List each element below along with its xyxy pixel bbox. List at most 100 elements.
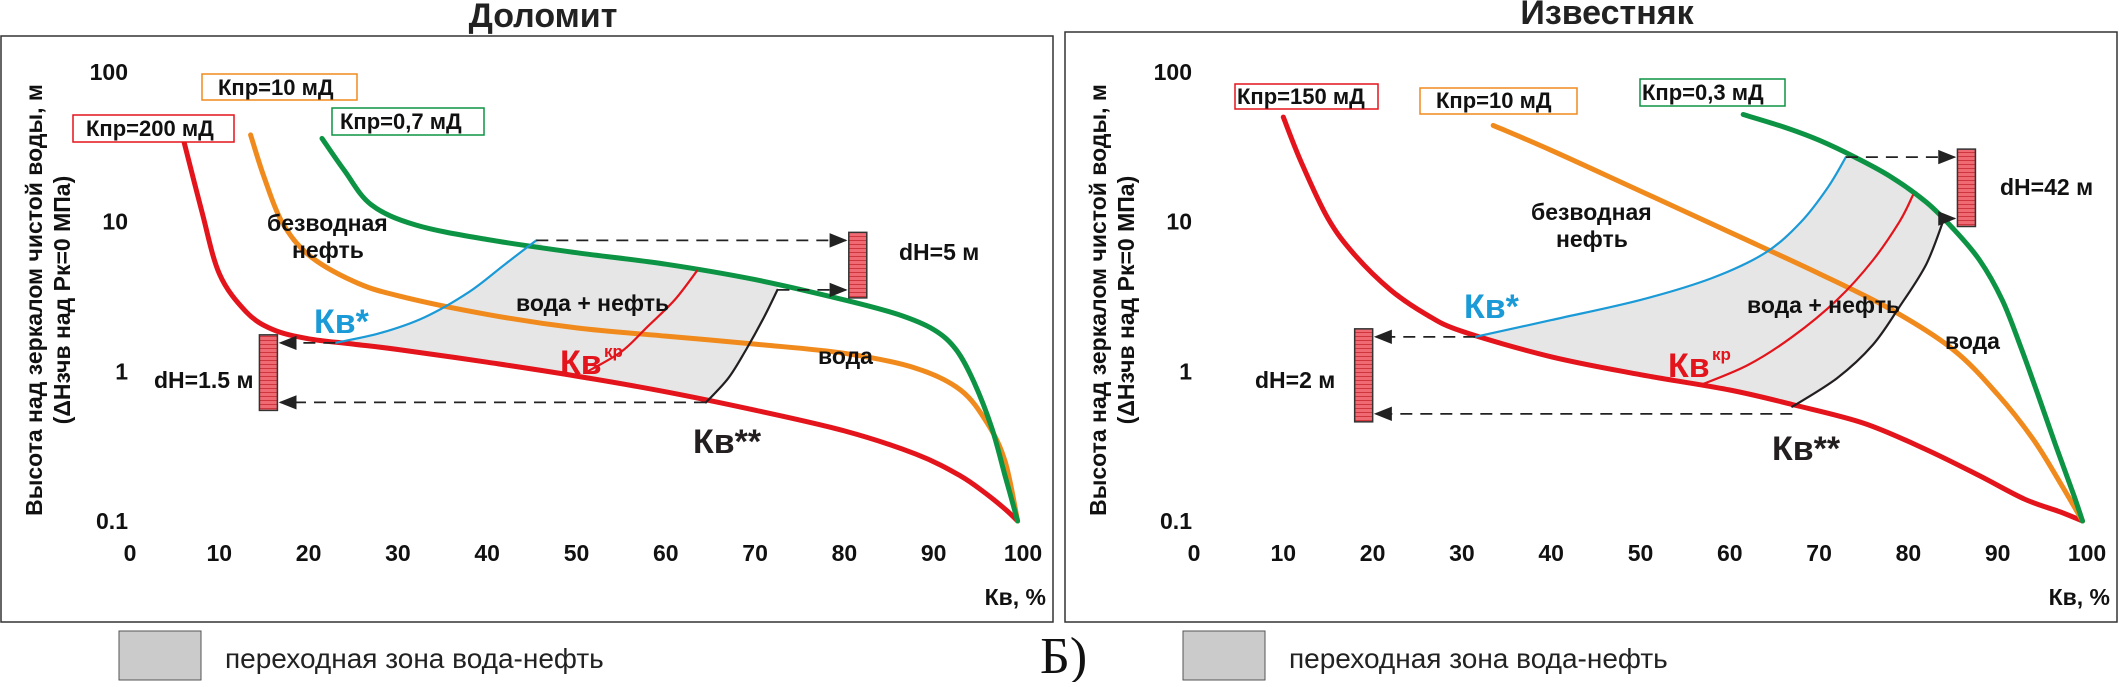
- curve-kv-double-star: [1791, 217, 1946, 408]
- legend-box-label: Кпр=200 мД: [86, 116, 214, 141]
- y-tick-label: 100: [1154, 59, 1192, 85]
- legend-box-kpr-150: Кпр=150 мД: [1234, 83, 1379, 110]
- marker-kv-double-star: Кв**: [1772, 430, 1841, 468]
- curve-kpr-high: [181, 137, 1021, 524]
- x-tick-labels: 0 10 20 30 40 50 60 70 80 90 100: [124, 540, 1043, 566]
- x-tick-label: 10: [1271, 540, 1297, 566]
- x-tick-label: 90: [1985, 540, 2011, 566]
- curve-kpr-high: [1280, 114, 2085, 524]
- dh-label: dH=5 м: [899, 239, 979, 265]
- y-tick-label: 10: [102, 209, 128, 235]
- x-tick-label: 0: [124, 540, 137, 566]
- y-tick-label: 1: [1179, 358, 1192, 384]
- legend-box-label: Кпр=0,7 мД: [340, 109, 462, 134]
- marker-kv-double-star: Кв**: [693, 423, 762, 461]
- dh-markers: [1353, 148, 1977, 423]
- x-tick-label: 100: [1004, 540, 1042, 566]
- y-tick-label: 0.1: [1160, 508, 1192, 534]
- dh-bar: [848, 231, 868, 299]
- legend-transition-zone-right: переходная зона вода-нефть: [1182, 630, 1668, 681]
- section-label: Б): [1040, 628, 1087, 682]
- chart-title: Известняк: [1520, 0, 1694, 32]
- dh-label: dH=2 м: [1255, 367, 1335, 393]
- legend-box-label: Кпр=150 мД: [1237, 84, 1365, 109]
- transition-zone: [1475, 154, 1945, 407]
- region-label: вода: [1945, 328, 2000, 354]
- region-label: вода: [818, 343, 873, 369]
- y-axis-label: Высота над зеркалом чистой воды, м (ΔHзч…: [21, 84, 75, 516]
- x-tick-label: 70: [1806, 540, 1832, 566]
- x-tick-label: 30: [1449, 540, 1475, 566]
- zone-label: вода + нефть: [516, 290, 669, 316]
- x-tick-label: 30: [385, 540, 411, 566]
- region-label: безводная: [267, 210, 388, 236]
- region-label: нефть: [292, 237, 364, 263]
- x-tick-label: 20: [1360, 540, 1386, 566]
- legend-transition-zone-left: переходная зона вода-нефть: [118, 630, 604, 681]
- curve-kv-star: [1474, 156, 1847, 338]
- marker-kv-kr-sup: кр: [604, 342, 623, 361]
- y-axis-label-line1: Высота над зеркалом чистой воды, м: [1085, 84, 1111, 516]
- y-tick-label: 10: [1166, 209, 1192, 235]
- series-lines: [181, 132, 1021, 524]
- x-tick-label: 0: [1188, 540, 1201, 566]
- x-tick-label: 50: [1628, 540, 1654, 566]
- series-lines: [1280, 112, 2085, 524]
- marker-kv-kr-sup: кр: [1712, 345, 1731, 364]
- y-axis-label-line1: Высота над зеркалом чистой воды, м: [21, 84, 47, 516]
- legend-label: переходная зона вода-нефть: [225, 643, 604, 674]
- legend-box-kpr-10: Кпр=10 мД: [201, 73, 358, 101]
- legend-swatch: [1182, 630, 1266, 681]
- x-tick-labels: 0 10 20 30 40 50 60 70 80 90 100: [1188, 540, 2107, 566]
- curve-kv-star: [334, 239, 538, 344]
- y-tick-label: 100: [90, 59, 128, 85]
- legend-box-kpr-07: Кпр=0,7 мД: [331, 107, 485, 136]
- y-axis-label: Высота над зеркалом чистой воды, м (ΔHзч…: [1085, 84, 1139, 516]
- x-tick-label: 80: [832, 540, 858, 566]
- region-label: безводная: [1531, 199, 1652, 225]
- chart-limestone: Известняк Высота над зеркалом чистой вод…: [1064, 0, 2118, 623]
- chart-title: Доломит: [469, 0, 618, 35]
- curve-kpr-low: [1740, 112, 2085, 524]
- x-tick-label: 80: [1896, 540, 1922, 566]
- x-tick-label: 60: [653, 540, 679, 566]
- y-tick-labels: 100 10 1 0.1: [1154, 59, 1193, 534]
- dh-bar: [1956, 148, 1977, 228]
- legend-box-kpr-200: Кпр=200 мД: [72, 114, 235, 143]
- marker-kv-kr-base: Кв: [1668, 347, 1710, 385]
- x-tick-label: 90: [921, 540, 947, 566]
- curve-kv-double-star: [704, 288, 779, 404]
- x-tick-label: 20: [296, 540, 322, 566]
- curve-kv-kr: [584, 269, 699, 374]
- x-tick-label: 100: [2068, 540, 2106, 566]
- marker-kv-kr-base: Кв: [560, 344, 602, 382]
- legend-box-label: Кпр=10 мД: [1436, 88, 1552, 113]
- x-tick-label: 60: [1717, 540, 1743, 566]
- legend-box-kpr-10: Кпр=10 мД: [1419, 87, 1578, 115]
- zone-label: вода + нефть: [1747, 292, 1900, 318]
- x-tick-label: 40: [474, 540, 500, 566]
- dh-bar: [258, 334, 279, 412]
- y-axis-label-line2: (ΔHзчв над Pк=0 МПа): [49, 176, 75, 425]
- legend-box-kpr-03: Кпр=0,3 мД: [1639, 78, 1786, 107]
- y-tick-label: 0.1: [96, 508, 128, 534]
- marker-kv-kr: Кв кр: [560, 342, 623, 382]
- curve-kpr-10: [248, 132, 1021, 524]
- marker-kv-star: Кв*: [1464, 288, 1520, 326]
- dh-bar: [1353, 328, 1374, 423]
- curve-kpr-low: [319, 135, 1021, 524]
- legend-swatch: [118, 630, 202, 681]
- legend-box-label: Кпр=10 мД: [218, 75, 334, 100]
- legend-label: переходная зона вода-нефть: [1289, 643, 1668, 674]
- x-tick-label: 50: [564, 540, 590, 566]
- dh-label: dH=42 м: [2000, 174, 2093, 200]
- dh-markers: [258, 231, 868, 412]
- y-tick-label: 1: [115, 358, 128, 384]
- marker-kv-star: Кв*: [314, 303, 370, 341]
- marker-kv-kr: Кв кр: [1668, 345, 1731, 385]
- x-axis-label: Кв, %: [2049, 584, 2110, 610]
- transition-zone: [335, 240, 778, 403]
- x-axis-label: Кв, %: [985, 584, 1046, 610]
- curve-kv-kr: [1697, 194, 1914, 387]
